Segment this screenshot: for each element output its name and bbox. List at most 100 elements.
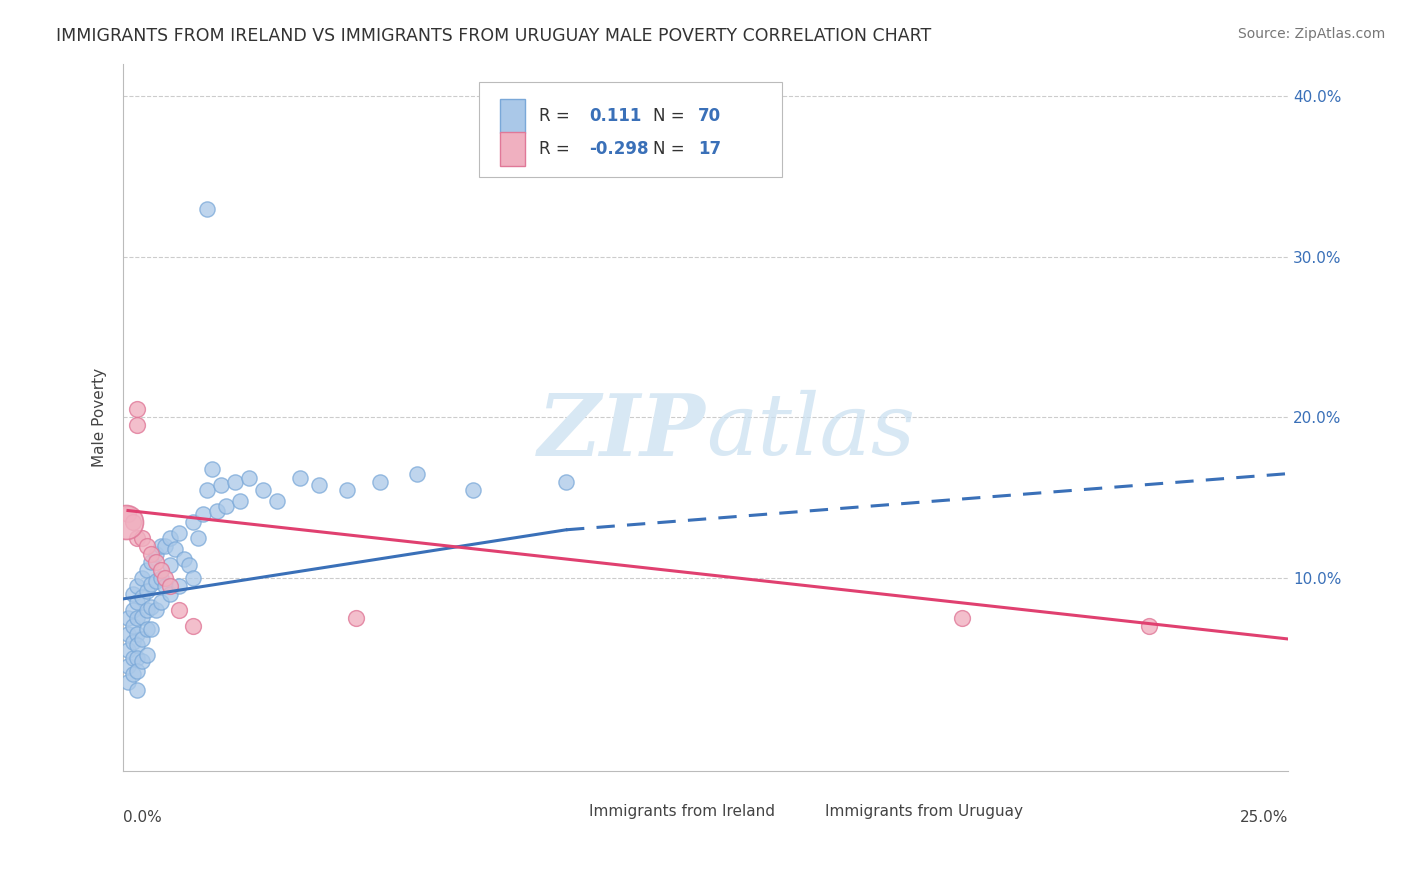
Point (127, 651, 149, 665)
Text: atlas: atlas (706, 390, 915, 473)
Point (127, 531, 149, 545)
Point (135, 648, 157, 662)
Point (167, 526, 190, 541)
Point (149, 539, 172, 553)
Text: Source: ZipAtlas.com: Source: ZipAtlas.com (1237, 27, 1385, 41)
Point (117, 627, 139, 641)
Point (308, 478, 330, 492)
FancyBboxPatch shape (499, 99, 526, 133)
Text: IMMIGRANTS FROM IRELAND VS IMMIGRANTS FROM URUGUAY MALE POVERTY CORRELATION CHAR: IMMIGRANTS FROM IRELAND VS IMMIGRANTS FR… (56, 27, 932, 45)
Text: R =: R = (540, 107, 569, 125)
Text: 0.0%: 0.0% (124, 810, 162, 824)
FancyBboxPatch shape (499, 132, 526, 166)
FancyBboxPatch shape (564, 799, 585, 824)
Point (159, 558, 181, 573)
Point (149, 563, 172, 577)
Point (290, 471, 312, 485)
Point (121, 635, 143, 649)
Point (114, 515, 136, 529)
Point (141, 547, 163, 561)
Point (209, 478, 232, 492)
Point (127, 579, 149, 593)
Point (131, 609, 153, 624)
Point (145, 547, 167, 561)
Point (127, 683, 149, 698)
Point (187, 531, 209, 545)
Point (155, 571, 177, 585)
Point (252, 483, 274, 497)
Point (127, 627, 149, 641)
Point (195, 202, 218, 216)
Point (159, 531, 181, 545)
Point (461, 483, 484, 497)
Point (336, 483, 359, 497)
Point (127, 595, 149, 609)
Point (181, 515, 204, 529)
Point (117, 643, 139, 657)
Point (127, 639, 149, 653)
Point (141, 623, 163, 637)
Point (344, 611, 367, 625)
Point (224, 475, 246, 489)
Point (205, 503, 228, 517)
FancyBboxPatch shape (478, 82, 782, 178)
FancyBboxPatch shape (799, 799, 820, 824)
Point (191, 507, 214, 521)
Point (159, 579, 181, 593)
Point (238, 471, 260, 485)
Point (135, 563, 157, 577)
Text: -0.298: -0.298 (589, 140, 648, 158)
Point (121, 619, 143, 633)
Point (215, 499, 238, 513)
Point (149, 595, 172, 609)
Point (131, 632, 153, 646)
Point (127, 664, 149, 678)
Text: 17: 17 (697, 140, 721, 158)
Point (117, 507, 139, 521)
Point (135, 603, 157, 617)
Point (149, 571, 172, 585)
Point (368, 475, 391, 489)
Point (135, 623, 157, 637)
Point (155, 539, 177, 553)
Point (141, 555, 163, 569)
Point (135, 583, 157, 598)
Point (201, 462, 224, 476)
Point (127, 402, 149, 417)
Point (181, 619, 204, 633)
Point (145, 555, 167, 569)
Text: 70: 70 (697, 107, 721, 125)
Y-axis label: Male Poverty: Male Poverty (93, 368, 107, 467)
Point (117, 675, 139, 690)
Point (121, 515, 143, 529)
Text: N =: N = (654, 107, 685, 125)
Text: R =: R = (540, 140, 569, 158)
Text: N =: N = (654, 140, 685, 158)
Point (121, 651, 143, 665)
Point (131, 591, 153, 605)
Point (121, 603, 143, 617)
Text: 25.0%: 25.0% (1240, 810, 1288, 824)
Point (177, 558, 200, 573)
Point (950, 611, 973, 625)
Point (121, 587, 143, 601)
Point (145, 603, 167, 617)
Text: 0.111: 0.111 (589, 107, 641, 125)
Point (127, 418, 149, 433)
Point (117, 611, 139, 625)
Point (131, 655, 153, 669)
Point (145, 574, 167, 589)
Point (406, 467, 429, 481)
Point (173, 551, 195, 566)
Point (163, 542, 186, 557)
Point (121, 667, 143, 681)
Point (1137, 619, 1160, 633)
Text: ZIP: ZIP (538, 390, 706, 474)
Text: Immigrants from Uruguay: Immigrants from Uruguay (825, 805, 1022, 819)
Point (127, 611, 149, 625)
Point (195, 483, 218, 497)
Point (167, 603, 190, 617)
Point (155, 579, 177, 593)
Point (117, 659, 139, 673)
Point (167, 579, 190, 593)
